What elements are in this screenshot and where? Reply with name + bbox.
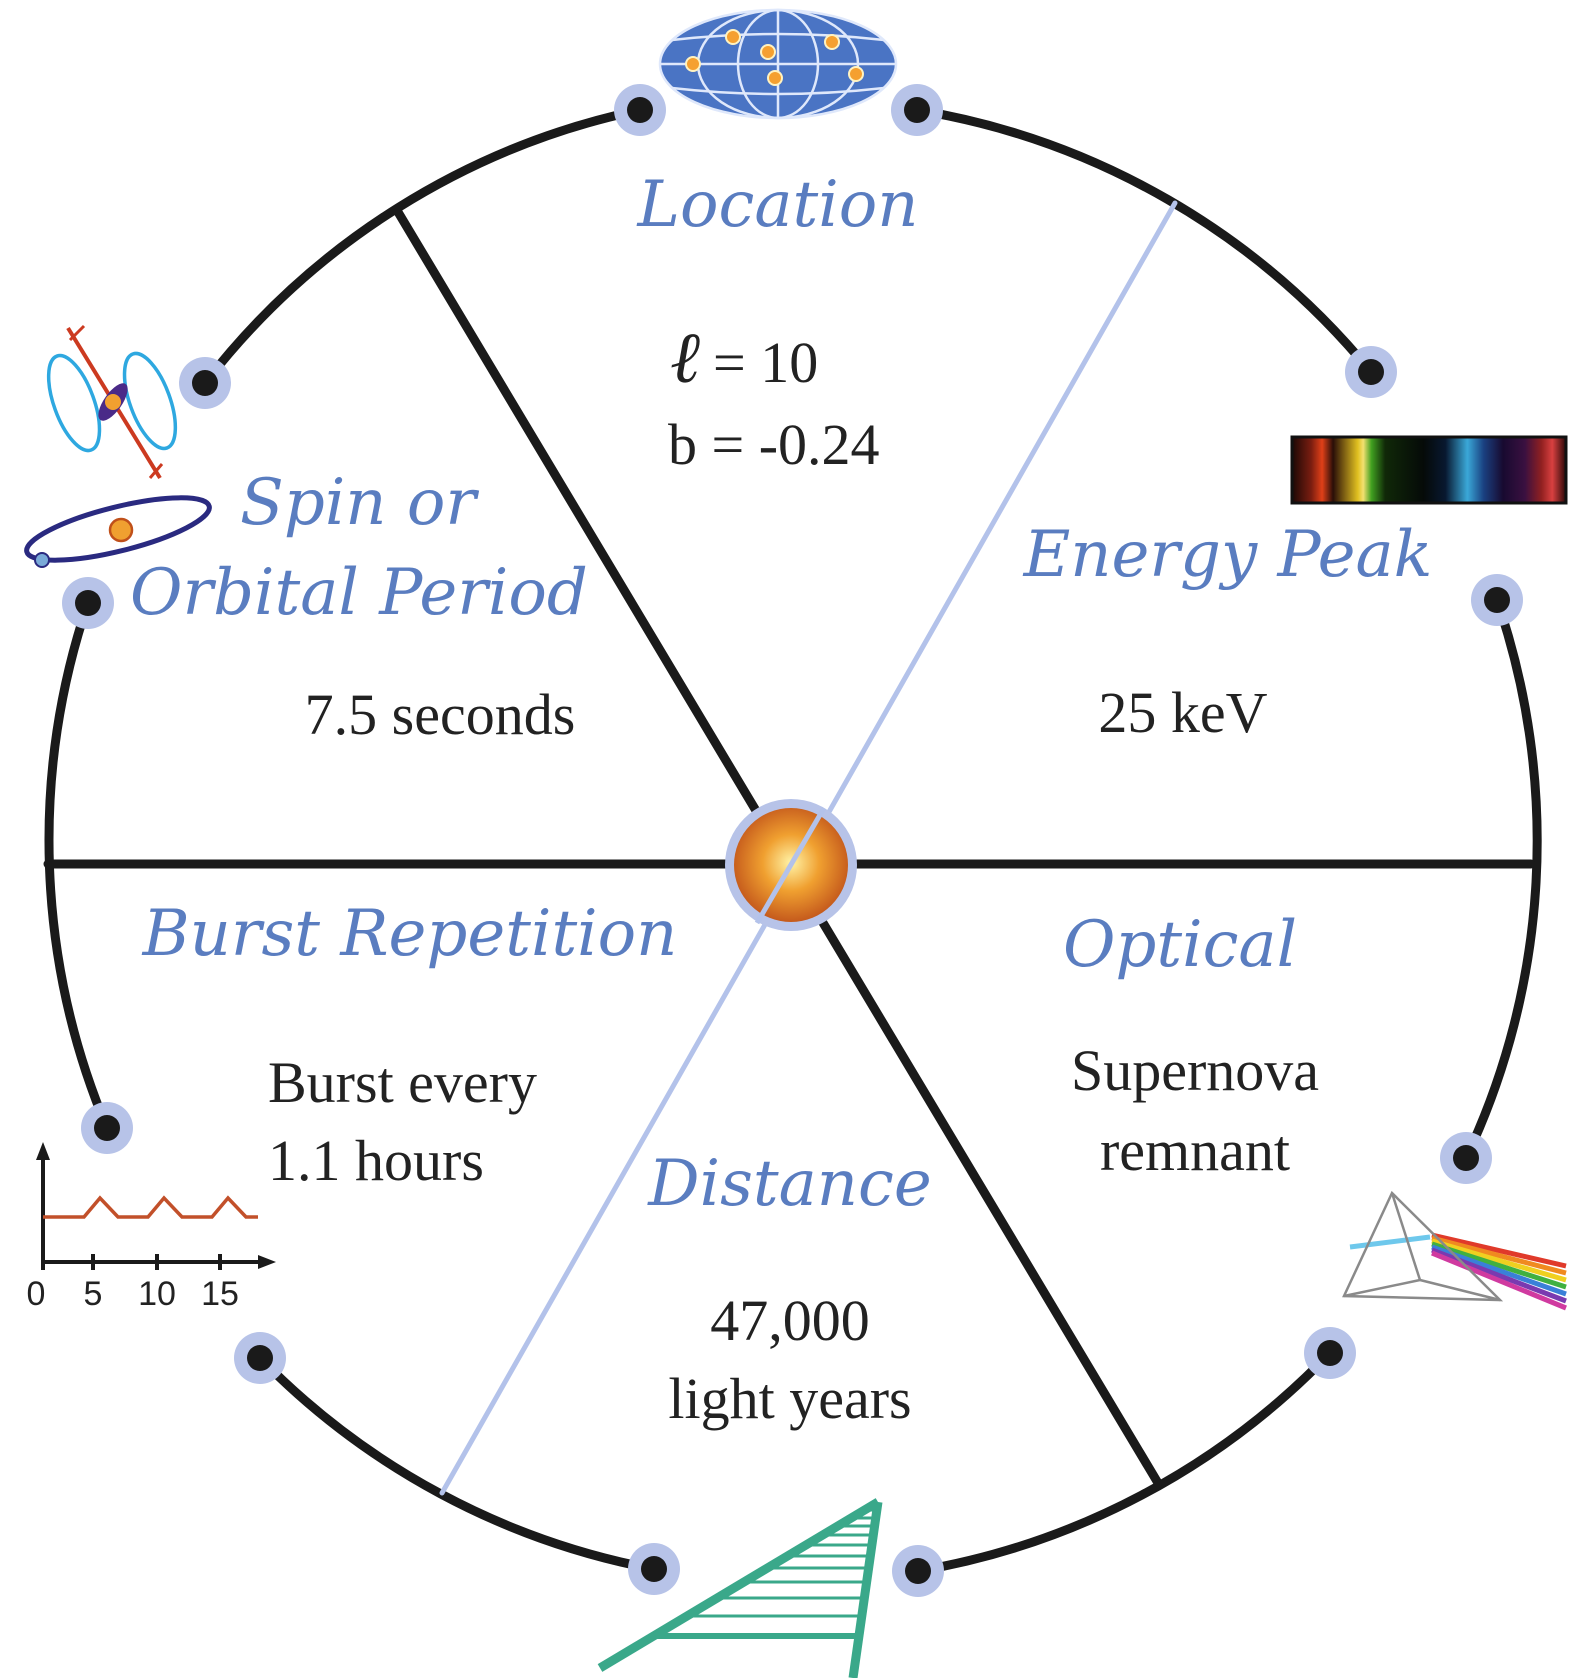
- ring-node: [891, 84, 943, 136]
- optical-value-line2: remnant: [1100, 1118, 1290, 1183]
- spin-period-label-line2: Orbital Period: [130, 556, 588, 630]
- pulsar-icon: [46, 324, 178, 480]
- ring-arc-bottom-right: [913, 1348, 1335, 1576]
- burst-chart-icon: 0 5 10 15: [27, 1142, 276, 1313]
- distance-value-line1: 47,000: [710, 1288, 870, 1353]
- ring-node: [234, 1332, 286, 1384]
- distance-label: Distance: [647, 1147, 931, 1221]
- ring-node: [62, 577, 114, 629]
- galactic-longitude-symbol: ℓ: [670, 315, 700, 399]
- galactic-latitude-value: b = -0.24: [668, 412, 880, 477]
- orbit-icon: [24, 495, 212, 568]
- burst-trace: [43, 1195, 258, 1219]
- burst-axis-tick: 10: [138, 1275, 176, 1313]
- location-label: Location: [637, 168, 919, 242]
- prism-icon: [1342, 1190, 1567, 1311]
- ring-node: [179, 357, 231, 409]
- ring-node: [1304, 1327, 1356, 1379]
- ring-arc-top-right: [912, 105, 1376, 377]
- ring-node: [1440, 1132, 1492, 1184]
- galactic-longitude-value: = 10: [713, 330, 818, 395]
- optical-value-line1: Supernova: [1071, 1038, 1319, 1103]
- center-sphere: [725, 799, 857, 931]
- optical-label: Optical: [1063, 908, 1297, 982]
- ring-node: [1471, 574, 1523, 626]
- spin-period-value: 7.5 seconds: [305, 682, 576, 747]
- burst-axis-tick: 5: [84, 1275, 103, 1313]
- spectrum-icon: [1290, 435, 1568, 505]
- ring-node: [628, 1543, 680, 1595]
- ring-node: [614, 84, 666, 136]
- burst-axis-tick: 15: [201, 1275, 239, 1313]
- burst-value-line2: 1.1 hours: [268, 1128, 484, 1193]
- burst-axis-tick: 0: [27, 1275, 46, 1313]
- distance-value-line2: light years: [668, 1366, 911, 1431]
- sky-map-icon: [658, 8, 898, 120]
- burst-repetition-label: Burst Repetition: [142, 897, 678, 971]
- energy-peak-value: 25 keV: [1098, 680, 1267, 745]
- ring-node: [1345, 346, 1397, 398]
- burst-value-line1: Burst every: [268, 1050, 537, 1115]
- energy-peak-label: Energy Peak: [1023, 518, 1433, 592]
- distance-ladder-icon: [597, 1498, 883, 1678]
- ring-node: [892, 1545, 944, 1597]
- ring-node: [81, 1102, 133, 1154]
- spin-period-label-line1: Spin or: [240, 466, 479, 540]
- ring-nodes: [62, 84, 1523, 1597]
- ring-arc-right: [1461, 595, 1542, 1163]
